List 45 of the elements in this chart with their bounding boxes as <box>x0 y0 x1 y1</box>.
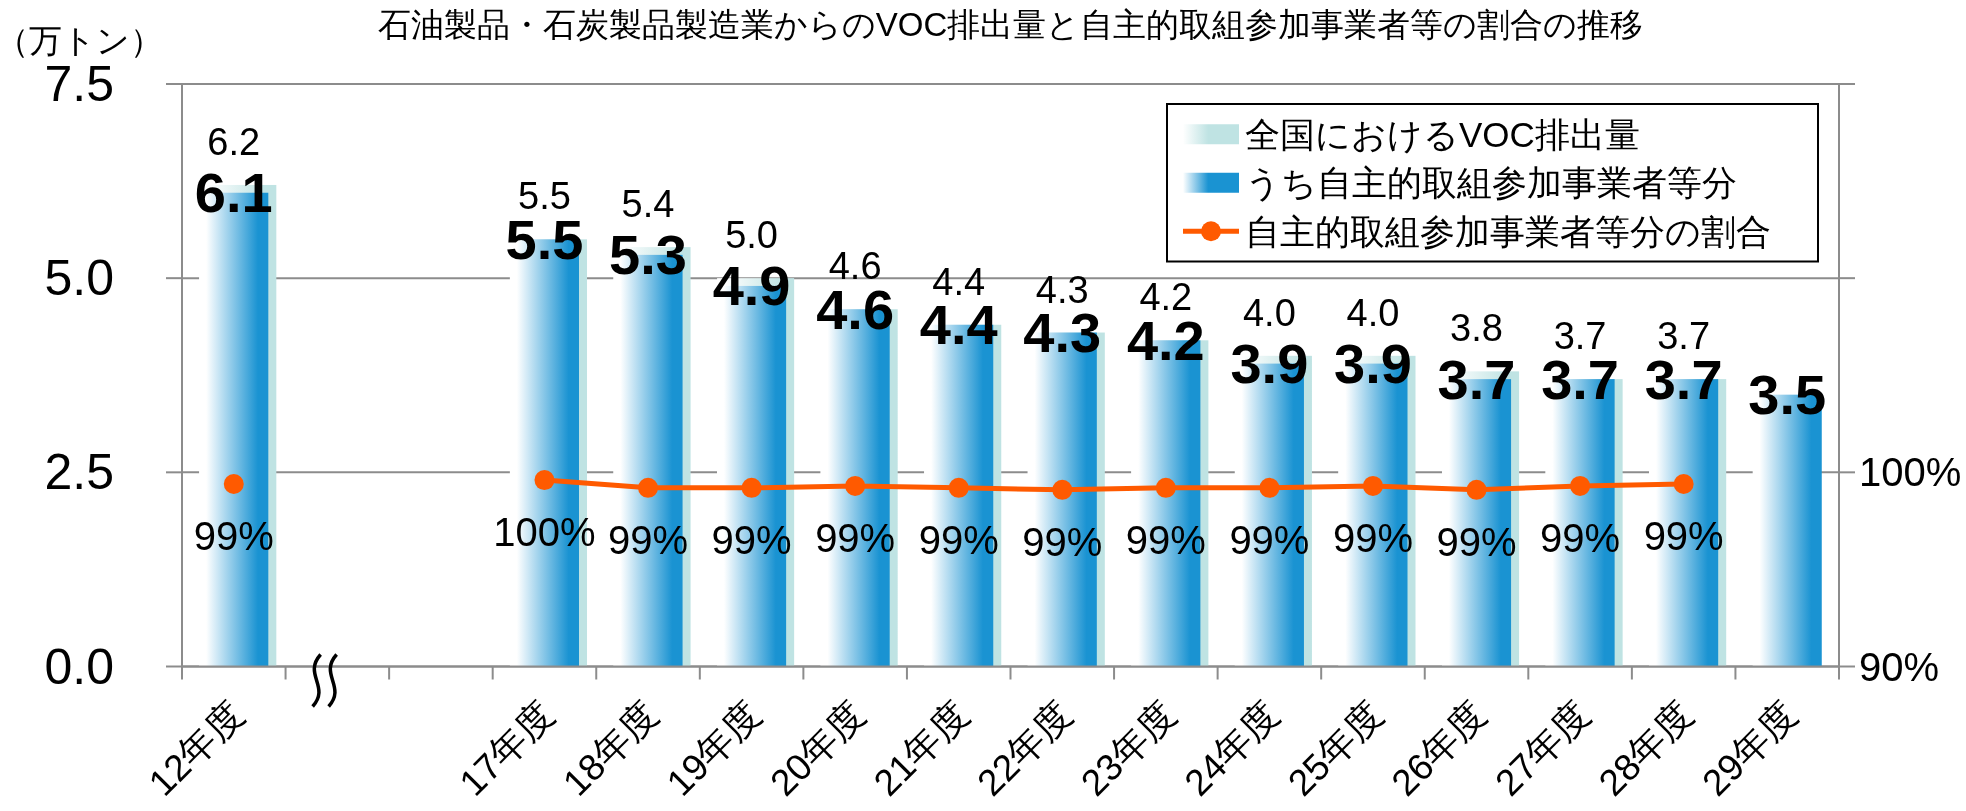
data-label: 4.2 <box>1139 276 1193 319</box>
data-label: 99% <box>1540 515 1621 560</box>
data-label: 99% <box>815 515 896 560</box>
y2-tick-label: 100% <box>1859 450 1962 495</box>
data-label: 4.0 <box>1346 291 1400 334</box>
data-label: 3.9 <box>1334 332 1412 396</box>
data-label: 3.7 <box>1657 315 1711 358</box>
data-label: 5.4 <box>621 183 675 226</box>
data-label: 6.2 <box>207 120 261 163</box>
data-label: 6.1 <box>194 161 273 225</box>
data-label: 4.0 <box>1242 291 1296 334</box>
data-label: 99% <box>918 517 999 562</box>
x-tick-label: 12年度 <box>141 693 252 804</box>
y-tick-label: 7.5 <box>44 56 114 112</box>
data-label: 4.4 <box>932 260 986 303</box>
data-label: 3.8 <box>1450 307 1503 350</box>
data-label: 5.5 <box>518 175 571 218</box>
legend-label: 全国におけるVOC排出量 <box>1245 114 1640 154</box>
legend-label: うち自主的取組参加事業者等分 <box>1245 163 1737 203</box>
data-label: 4.6 <box>828 245 882 288</box>
data-label: 4.9 <box>712 254 791 318</box>
data-label: 4.3 <box>1035 268 1089 311</box>
data-label: 3.7 <box>1437 347 1516 411</box>
data-label: 3.5 <box>1748 363 1827 427</box>
y-tick-label: 2.5 <box>44 444 114 501</box>
data-label: 5.0 <box>725 214 779 257</box>
data-label: 99% <box>1643 513 1724 558</box>
data-label: 5.3 <box>609 223 687 287</box>
data-label: 99% <box>1229 517 1310 562</box>
x-tick-label: 17年度 <box>451 693 563 804</box>
chart-title: 石油製品・石炭製品製造業からのVOC排出量と自主的取組参加事業者等の割合の推移 <box>377 5 1644 43</box>
data-label: 99% <box>608 517 689 562</box>
data-label: 99% <box>193 513 274 558</box>
y-tick-label: 5.0 <box>44 250 114 307</box>
y2-tick-label: 90% <box>1859 644 1940 689</box>
data-label: 99% <box>711 517 792 562</box>
data-label: 3.7 <box>1553 315 1607 358</box>
data-label: 99% <box>1332 515 1413 560</box>
data-label: 99% <box>1022 519 1103 564</box>
y-tick-label: 0.0 <box>44 638 114 695</box>
data-label: 99% <box>1436 519 1517 564</box>
data-label: 3.9 <box>1230 332 1309 396</box>
data-label: 99% <box>1125 517 1206 562</box>
legend-label: 自主的取組参加事業者等分の割合 <box>1245 211 1771 251</box>
y-axis-title: （万トン） <box>0 21 163 59</box>
